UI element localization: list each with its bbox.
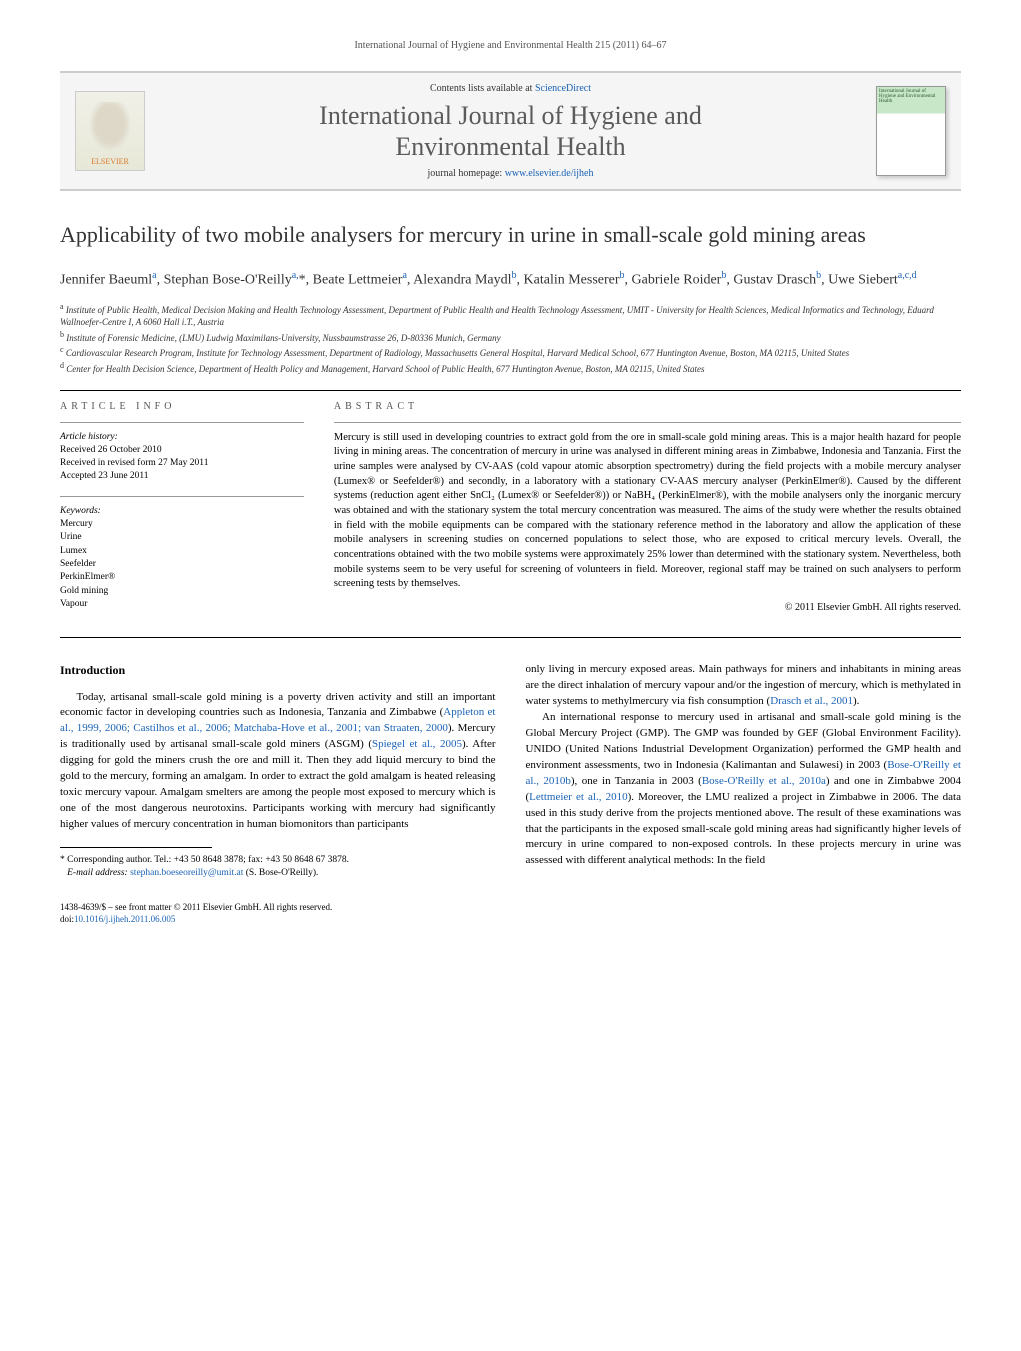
elsevier-logo: ELSEVIER [75, 91, 145, 171]
section-heading-introduction: Introduction [60, 662, 496, 679]
masthead-center: Contents lists available at ScienceDirec… [145, 83, 876, 179]
sub-divider [60, 496, 304, 497]
abstract-copyright: © 2011 Elsevier GmbH. All rights reserve… [334, 602, 961, 613]
journal-name: International Journal of Hygiene and Env… [145, 100, 876, 162]
keyword: Gold mining [60, 585, 304, 598]
affiliations: a Institute of Public Health, Medical De… [60, 301, 961, 376]
elsevier-tree-icon [85, 102, 135, 157]
keyword: Seefelder [60, 558, 304, 571]
text-run: ). [853, 695, 859, 707]
footnote-divider [60, 847, 212, 848]
citation-link[interactable]: Drasch et al., 2001 [770, 695, 853, 707]
homepage-line: journal homepage: www.elsevier.de/ijheh [145, 168, 876, 179]
page-footer: 1438-4639/$ – see front matter © 2011 El… [60, 901, 496, 926]
divider [60, 637, 961, 638]
keyword: Urine [60, 531, 304, 544]
publisher-name: ELSEVIER [91, 157, 129, 166]
history-item: Accepted 23 June 2011 [60, 470, 304, 483]
corresponding-author-footnote: * Corresponding author. Tel.: +43 50 864… [60, 854, 496, 881]
text-run: ). After digging for gold the miners cru… [60, 738, 496, 830]
homepage-prefix: journal homepage: [428, 168, 505, 179]
text-run: ), one in Tanzania in 2003 ( [571, 775, 702, 787]
keywords-label: Keywords: [60, 505, 304, 518]
affiliation: c Cardiovascular Research Program, Insti… [60, 344, 961, 360]
abstract-label: abstract [334, 401, 961, 412]
citation-link[interactable]: Lettmeier et al., 2010 [529, 791, 627, 803]
affiliation: d Center for Health Decision Science, De… [60, 360, 961, 376]
journal-masthead: ELSEVIER Contents lists available at Sci… [60, 71, 961, 191]
author-list: Jennifer Baeumla, Stephan Bose-O'Reillya… [60, 268, 961, 291]
abstract-text: Mercury is still used in developing coun… [334, 431, 961, 593]
history-item: Received in revised form 27 May 2011 [60, 457, 304, 470]
article-info-label: article info [60, 401, 304, 412]
email-person: (S. Bose-O'Reilly). [243, 868, 318, 878]
journal-homepage-link[interactable]: www.elsevier.de/ijheh [505, 168, 594, 179]
keyword: Mercury [60, 518, 304, 531]
running-header: International Journal of Hygiene and Env… [60, 40, 961, 51]
footnote-text: Corresponding author. Tel.: +43 50 8648 … [65, 855, 349, 865]
email-link[interactable]: stephan.boeseoreilly@umit.at [130, 868, 243, 878]
affiliation: a Institute of Public Health, Medical De… [60, 301, 961, 329]
affiliation: b Institute of Forensic Medicine, (LMU) … [60, 329, 961, 345]
body-paragraph: An international response to mercury use… [526, 710, 962, 869]
email-label: E-mail address: [67, 868, 130, 878]
doi-link[interactable]: 10.1016/j.ijheh.2011.06.005 [74, 914, 175, 924]
keywords-block: Keywords: Mercury Urine Lumex Seefelder … [60, 505, 304, 611]
journal-name-l2: Environmental Health [395, 132, 625, 161]
doi-prefix: doi: [60, 914, 74, 924]
text-run: only living in mercury exposed areas. Ma… [526, 663, 962, 707]
keyword: PerkinElmer® [60, 571, 304, 584]
keyword: Lumex [60, 545, 304, 558]
body-column-left: Introduction Today, artisanal small-scal… [60, 662, 496, 926]
contents-line: Contents lists available at ScienceDirec… [145, 83, 876, 94]
divider [60, 390, 961, 391]
sciencedirect-link[interactable]: ScienceDirect [535, 83, 591, 94]
text-run: Today, artisanal small-scale gold mining… [60, 691, 496, 719]
citation-link[interactable]: Bose-O'Reilly et al., 2010a [702, 775, 826, 787]
keyword: Vapour [60, 598, 304, 611]
sub-divider [60, 422, 304, 423]
journal-name-l1: International Journal of Hygiene and [319, 101, 702, 130]
issn-line: 1438-4639/$ – see front matter © 2011 El… [60, 901, 496, 914]
contents-prefix: Contents lists available at [430, 83, 535, 94]
body-paragraph: only living in mercury exposed areas. Ma… [526, 662, 962, 710]
body-text: Introduction Today, artisanal small-scal… [60, 662, 961, 926]
journal-cover-thumbnail: International Journal of Hygiene and Env… [876, 86, 946, 176]
article-history: Article history: Received 26 October 201… [60, 431, 304, 484]
article-info-column: article info Article history: Received 2… [60, 401, 304, 624]
article-title: Applicability of two mobile analysers fo… [60, 221, 961, 250]
sub-divider [334, 422, 961, 423]
history-label: Article history: [60, 431, 304, 444]
citation-link[interactable]: Spiegel et al., 2005 [372, 738, 462, 750]
history-item: Received 26 October 2010 [60, 444, 304, 457]
body-column-right: only living in mercury exposed areas. Ma… [526, 662, 962, 926]
body-paragraph: Today, artisanal small-scale gold mining… [60, 690, 496, 833]
abstract-column: abstract Mercury is still used in develo… [334, 401, 961, 624]
